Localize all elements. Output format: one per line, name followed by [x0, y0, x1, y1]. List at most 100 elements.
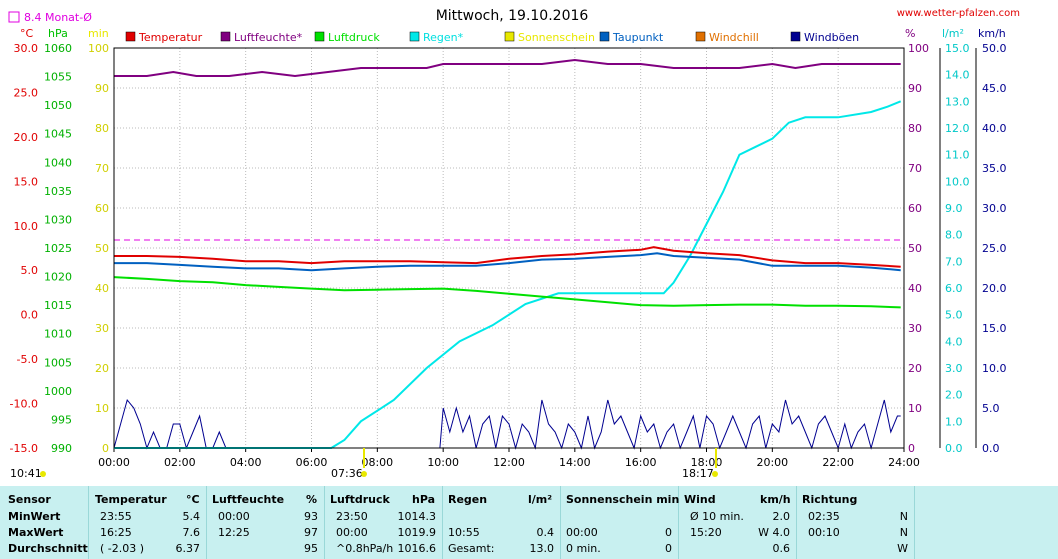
celsius-tick-label: 20.0	[14, 131, 39, 144]
percent-tick-label: 30	[908, 322, 922, 335]
lm2-tick-label: 7.0	[945, 255, 963, 268]
stat-t-val: 6.37	[175, 542, 201, 555]
stat-w-val: W 4.0	[758, 526, 790, 539]
stats-col-press	[324, 486, 443, 559]
stat-d-time: 00:10	[808, 526, 840, 539]
lm2-tick-label: 8.0	[945, 229, 963, 242]
hpa-tick-label: 1015	[44, 299, 72, 312]
celsius-tick-label: 30.0	[14, 42, 39, 55]
min-tick-label: 70	[95, 162, 109, 175]
stat-d-val: N	[899, 526, 908, 539]
series-line-regen	[114, 100, 902, 449]
stat-d-time: 02:35	[808, 510, 840, 523]
stat-p-time: ^0.8hPa/h	[336, 542, 394, 555]
sun-markers: 10:41 07:36 18:17	[10, 448, 718, 480]
celsius-tick-label: 5.0	[21, 264, 39, 277]
lm2-tick-label: 1.0	[945, 415, 963, 428]
stat-w-val: 0.6	[772, 542, 791, 555]
stats-col-sensor	[0, 486, 89, 559]
lm2-tick-label: 12.0	[945, 122, 970, 135]
x-tick-label: 24:00	[888, 456, 920, 469]
stat-h-val: 95	[304, 542, 318, 555]
legend-swatch	[125, 31, 136, 42]
hpa-tick-label: 1060	[44, 42, 72, 55]
stat-p-val: 1016.6	[397, 542, 437, 555]
percent-axis-label: %	[905, 27, 915, 40]
celsius-tick-label: -5.0	[17, 353, 38, 366]
min-tick-label: 50	[95, 242, 109, 255]
percent-tick-label: 0	[908, 442, 915, 455]
series-line-taupunkt	[114, 252, 901, 272]
stat-label: MinWert	[8, 510, 61, 523]
min-tick-label: 60	[95, 202, 109, 215]
stat-t-val: 7.6	[182, 526, 201, 539]
stat-d-val: W	[897, 542, 908, 555]
x-tick-label: 12:00	[493, 456, 525, 469]
stat-r-val: 0.4	[536, 526, 555, 539]
legend-label: Taupunkt	[612, 31, 664, 44]
x-tick-label: 08:00	[361, 456, 393, 469]
percent-tick-label: 50	[908, 242, 922, 255]
stat-p-time: 23:50	[336, 510, 368, 523]
min-tick-label: 20	[95, 362, 109, 375]
kmh-tick-label: 20.0	[982, 282, 1007, 295]
x-tick-label: 00:00	[98, 456, 130, 469]
percent-tick-label: 100	[908, 42, 929, 55]
x-tick-label: 14:00	[559, 456, 591, 469]
sunrise-icon	[361, 471, 367, 477]
min-tick-label: 100	[88, 42, 109, 55]
stat-r-time: Gesamt:	[448, 542, 495, 555]
x-tick-label: 18:00	[691, 456, 723, 469]
stat-t-val: 5.4	[182, 510, 201, 523]
stat-w-val: 2.0	[772, 510, 791, 523]
x-tick-label: 06:00	[296, 456, 328, 469]
kmh-tick-label: 40.0	[982, 122, 1007, 135]
lm2-tick-label: 9.0	[945, 202, 963, 215]
sunset-icon	[712, 471, 718, 477]
lm2-tick-label: 5.0	[945, 309, 963, 322]
x-tick-label: 04:00	[230, 456, 262, 469]
celsius-tick-label: -10.0	[10, 398, 38, 411]
stat-s-val: 0	[665, 542, 672, 555]
lm2-tick-label: 11.0	[945, 149, 970, 162]
x-tick-label: 10:00	[427, 456, 459, 469]
hpa-tick-label: 1030	[44, 213, 72, 226]
lm2-tick-label: 2.0	[945, 389, 963, 402]
hpa-tick-label: 1000	[44, 385, 72, 398]
legend-swatch	[220, 31, 231, 42]
stat-w-time: 15:20	[690, 526, 722, 539]
hpa-axis-label: hPa	[48, 27, 68, 40]
legend-swatch	[695, 31, 706, 42]
lm2-axis-label: l/m²	[942, 27, 964, 40]
hdr-luftfeuchte-unit: %	[306, 493, 318, 506]
hpa-tick-label: 1050	[44, 99, 72, 112]
legend-label: Windchill	[709, 31, 759, 44]
min-tick-label: 80	[95, 122, 109, 135]
hpa-tick-label: 1005	[44, 356, 72, 369]
stat-label: Durchschnitt	[8, 542, 88, 555]
hpa-tick-label: 1040	[44, 156, 72, 169]
legend: Temperatur Luftfeuchte* Luftdruck Regen* Son…	[125, 31, 859, 44]
lm2-tick-label: 3.0	[945, 362, 963, 375]
moon-rise-time: 10:41	[10, 467, 42, 480]
stats-col-dir	[796, 486, 915, 559]
lm2-tick-label: 15.0	[945, 42, 970, 55]
percent-tick-label: 80	[908, 122, 922, 135]
stat-p-time: 00:00	[336, 526, 368, 539]
hdr-luftfeuchte: Luftfeuchte	[212, 493, 285, 506]
stats-col-wind	[678, 486, 797, 559]
stat-d-val: N	[899, 510, 908, 523]
hpa-tick-label: 990	[51, 442, 72, 455]
celsius-tick-label: 10.0	[14, 220, 39, 233]
axis-ticks: 30.0 25.0 20.0 15.0 10.0 5.0 0.0 -5.0 -10.0 -15.0…	[10, 42, 1007, 469]
kmh-tick-label: 0.0	[982, 442, 1000, 455]
hdr-sonnenschein: Sonnenschein min	[566, 493, 680, 506]
hdr-temperatur-unit: °C	[186, 493, 200, 506]
stats-col-temp	[88, 486, 207, 559]
kmh-tick-label: 5.0	[982, 402, 1000, 415]
kmh-tick-label: 30.0	[982, 202, 1007, 215]
hdr-luftdruck-unit: hPa	[412, 493, 436, 506]
x-tick-label: 16:00	[625, 456, 657, 469]
hpa-tick-label: 1010	[44, 328, 72, 341]
percent-tick-label: 20	[908, 362, 922, 375]
